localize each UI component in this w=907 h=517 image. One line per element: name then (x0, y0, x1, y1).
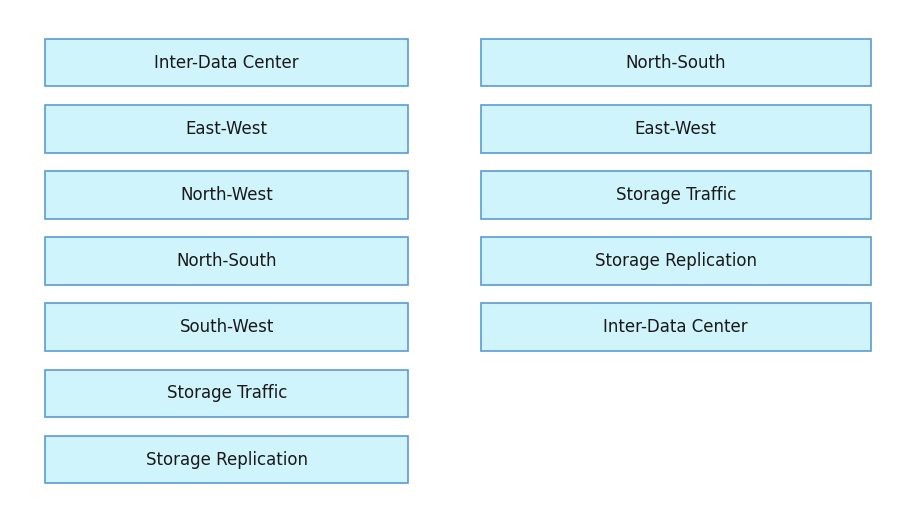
Text: North-West: North-West (180, 186, 273, 204)
FancyBboxPatch shape (45, 39, 408, 86)
Text: Storage Replication: Storage Replication (595, 252, 756, 270)
FancyBboxPatch shape (481, 39, 871, 86)
Text: Inter-Data Center: Inter-Data Center (154, 54, 299, 71)
Text: North-South: North-South (177, 252, 277, 270)
Text: East-West: East-West (186, 120, 268, 138)
Text: Storage Traffic: Storage Traffic (616, 186, 736, 204)
FancyBboxPatch shape (481, 303, 871, 351)
FancyBboxPatch shape (45, 303, 408, 351)
Text: North-South: North-South (626, 54, 726, 71)
FancyBboxPatch shape (45, 237, 408, 285)
Text: Inter-Data Center: Inter-Data Center (603, 318, 748, 336)
FancyBboxPatch shape (45, 171, 408, 219)
Text: Storage Traffic: Storage Traffic (167, 385, 287, 402)
FancyBboxPatch shape (481, 237, 871, 285)
FancyBboxPatch shape (45, 370, 408, 417)
Text: East-West: East-West (635, 120, 717, 138)
FancyBboxPatch shape (481, 171, 871, 219)
Text: Storage Replication: Storage Replication (146, 451, 307, 468)
FancyBboxPatch shape (481, 105, 871, 153)
FancyBboxPatch shape (45, 105, 408, 153)
FancyBboxPatch shape (45, 436, 408, 483)
Text: South-West: South-West (180, 318, 274, 336)
